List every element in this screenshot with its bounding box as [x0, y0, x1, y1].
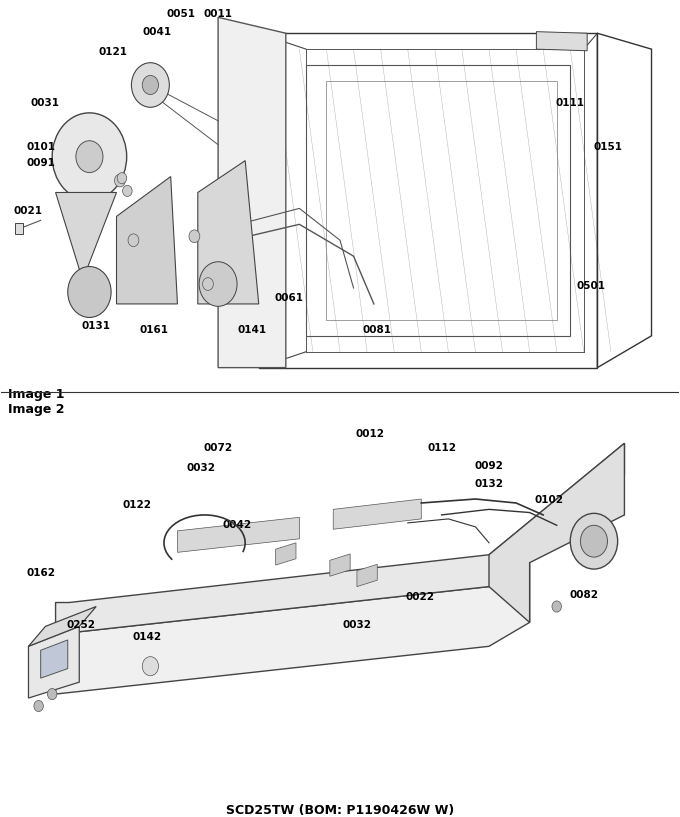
Circle shape: [142, 75, 158, 95]
Text: 0501: 0501: [576, 281, 605, 292]
Polygon shape: [15, 223, 23, 234]
Polygon shape: [41, 640, 68, 678]
Polygon shape: [56, 563, 530, 694]
Polygon shape: [330, 554, 350, 576]
Circle shape: [189, 230, 200, 243]
Text: 0011: 0011: [203, 9, 233, 19]
Polygon shape: [275, 542, 296, 565]
Circle shape: [52, 113, 126, 200]
Polygon shape: [218, 17, 286, 368]
Circle shape: [581, 525, 607, 557]
Circle shape: [122, 185, 132, 196]
Text: 0082: 0082: [569, 591, 598, 600]
Text: 0252: 0252: [67, 620, 96, 630]
Circle shape: [76, 141, 103, 172]
Polygon shape: [489, 444, 624, 623]
Polygon shape: [116, 176, 177, 304]
Text: 0111: 0111: [556, 98, 585, 109]
Text: 0032: 0032: [187, 463, 216, 473]
Circle shape: [199, 261, 237, 306]
Circle shape: [34, 700, 44, 712]
Text: 0161: 0161: [139, 325, 168, 335]
Text: Image 2: Image 2: [8, 404, 65, 417]
Text: 0021: 0021: [14, 206, 43, 216]
Text: 0072: 0072: [203, 443, 233, 453]
Text: 0091: 0091: [27, 158, 55, 168]
Polygon shape: [357, 565, 377, 587]
Circle shape: [131, 63, 169, 107]
Circle shape: [68, 266, 111, 318]
Text: 0101: 0101: [26, 142, 55, 152]
Polygon shape: [56, 444, 624, 634]
Text: 0151: 0151: [593, 142, 622, 152]
Polygon shape: [198, 161, 258, 304]
Text: 0131: 0131: [82, 321, 111, 331]
Text: 0092: 0092: [475, 461, 503, 471]
Text: 0081: 0081: [362, 325, 392, 335]
Text: 0112: 0112: [427, 443, 456, 453]
Polygon shape: [29, 627, 80, 698]
Text: 0051: 0051: [167, 9, 195, 19]
Text: 0061: 0061: [275, 293, 304, 303]
Polygon shape: [56, 193, 116, 280]
Text: 0122: 0122: [122, 500, 152, 511]
Text: 0162: 0162: [26, 568, 55, 578]
Text: 0012: 0012: [356, 429, 385, 439]
Polygon shape: [333, 499, 422, 529]
Text: 0102: 0102: [534, 495, 563, 505]
Text: 0141: 0141: [237, 325, 267, 335]
Text: SCD25TW (BOM: P1190426W W): SCD25TW (BOM: P1190426W W): [226, 804, 454, 817]
Circle shape: [48, 689, 57, 699]
Polygon shape: [177, 517, 299, 552]
Circle shape: [571, 513, 617, 569]
Text: 0142: 0142: [133, 632, 162, 641]
Text: Image 1: Image 1: [8, 387, 65, 400]
Circle shape: [128, 234, 139, 247]
Text: 0022: 0022: [405, 592, 435, 602]
Text: 0032: 0032: [343, 620, 371, 630]
Circle shape: [552, 601, 562, 612]
Text: 0042: 0042: [222, 520, 252, 530]
Text: 0132: 0132: [475, 479, 503, 489]
Polygon shape: [29, 606, 96, 646]
Circle shape: [142, 657, 158, 676]
Circle shape: [114, 174, 125, 187]
Circle shape: [117, 172, 126, 184]
Polygon shape: [537, 32, 588, 51]
Text: 0031: 0031: [31, 98, 60, 109]
Text: 0121: 0121: [99, 47, 128, 56]
Text: 0041: 0041: [143, 27, 172, 37]
Circle shape: [203, 278, 214, 290]
